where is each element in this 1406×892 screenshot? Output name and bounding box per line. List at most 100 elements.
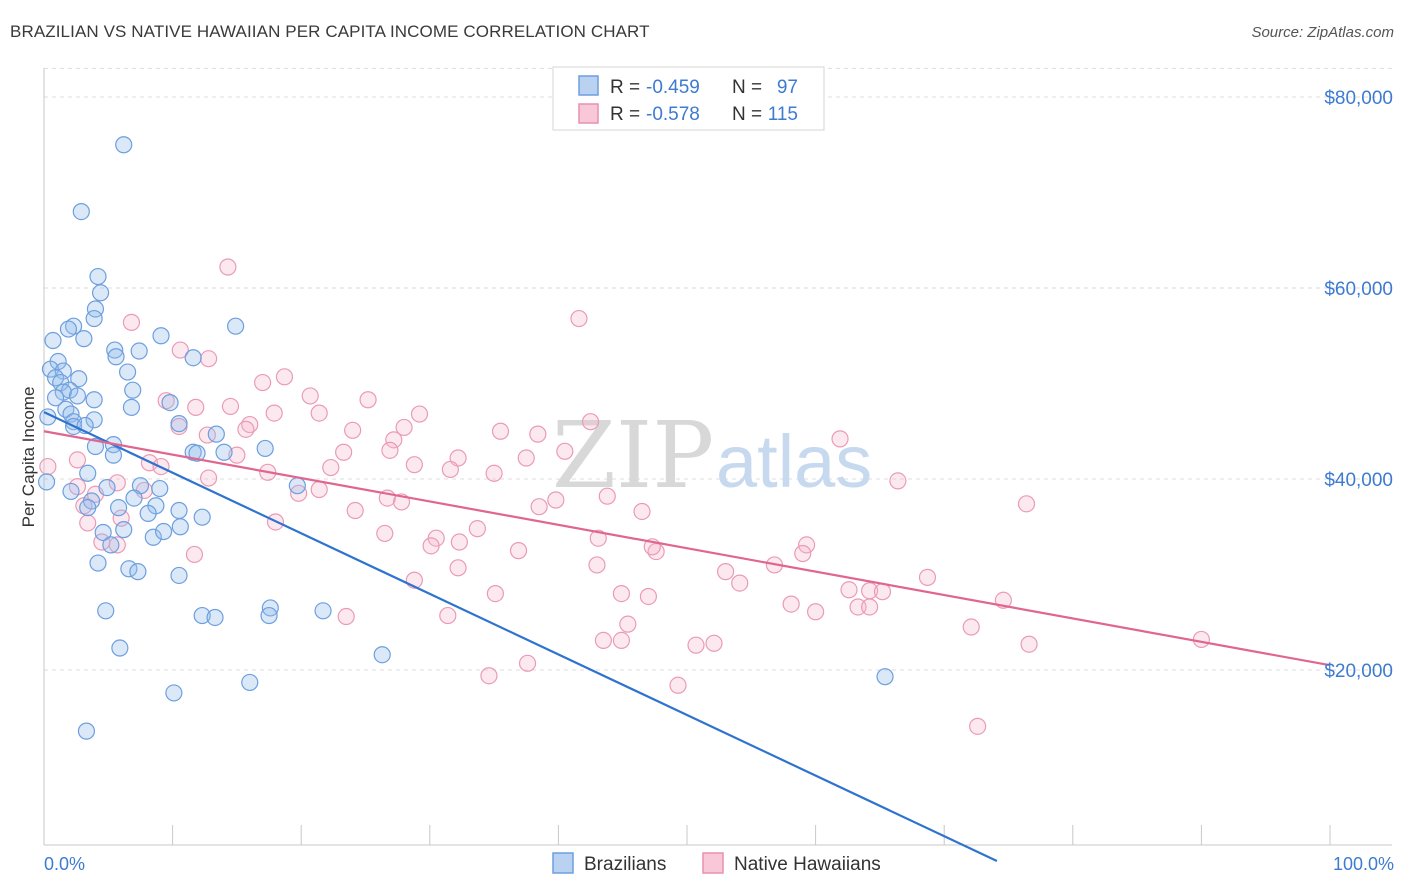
data-point — [108, 536, 126, 554]
data-point — [716, 563, 735, 581]
legend-n-value-1: 97 — [777, 77, 798, 98]
data-point — [376, 524, 394, 543]
data-point — [59, 320, 78, 338]
data-point — [612, 631, 631, 649]
data-point — [79, 514, 97, 532]
data-point — [68, 451, 87, 469]
data-point — [480, 667, 498, 685]
data-point — [969, 717, 987, 735]
data-point — [405, 456, 423, 474]
data-point — [241, 673, 259, 692]
data-point — [130, 342, 148, 360]
data-point — [89, 267, 107, 286]
legend-r-value-2: -0.578 — [646, 104, 700, 125]
data-point — [310, 404, 328, 422]
data-point — [254, 373, 272, 392]
series-points-brazilians — [37, 136, 894, 740]
grid-lines — [44, 67, 1392, 671]
data-point — [381, 441, 399, 459]
data-point — [794, 544, 812, 563]
data-point — [198, 426, 216, 444]
data-point — [184, 349, 202, 367]
data-point — [486, 584, 504, 603]
data-point — [171, 518, 189, 536]
data-point — [598, 487, 616, 505]
data-point — [111, 639, 129, 657]
data-point — [85, 391, 103, 409]
data-point — [188, 444, 206, 462]
data-point — [97, 602, 115, 620]
data-point — [422, 537, 440, 555]
legend-r-value-1: -0.459 — [646, 77, 700, 98]
data-point — [104, 446, 123, 464]
data-point — [669, 676, 687, 694]
legend-n-label-1: N = — [732, 77, 762, 98]
data-point — [57, 400, 75, 418]
data-point — [410, 405, 429, 423]
data-point — [170, 415, 188, 433]
data-point — [782, 595, 800, 613]
series-legend-label-brazilians: Brazilians — [584, 854, 666, 875]
data-point — [310, 480, 328, 499]
legend-n-value-2: 115 — [768, 104, 798, 125]
data-point — [91, 284, 110, 302]
data-point — [468, 520, 486, 538]
data-point — [612, 584, 631, 603]
data-point — [806, 603, 825, 621]
data-point — [118, 363, 137, 381]
data-point — [876, 668, 894, 686]
data-point — [237, 420, 255, 438]
data-point — [517, 449, 535, 467]
data-point — [639, 587, 658, 606]
data-point — [89, 554, 107, 572]
data-point — [797, 536, 816, 554]
chart-title: BRAZILIAN VS NATIVE HAWAIIAN PER CAPITA … — [10, 22, 650, 41]
data-point — [106, 341, 124, 359]
x-tick-label-max: 100.0% — [1333, 854, 1394, 874]
data-point — [385, 431, 403, 449]
data-point — [450, 533, 468, 551]
data-point — [85, 411, 103, 429]
data-point — [359, 391, 377, 409]
data-point — [129, 563, 147, 581]
data-point — [151, 479, 169, 498]
data-point — [491, 422, 510, 440]
data-point — [731, 574, 749, 592]
data-point — [373, 646, 391, 664]
data-point — [86, 437, 105, 456]
data-point — [39, 457, 57, 476]
data-point — [265, 404, 283, 422]
data-point — [125, 489, 143, 507]
data-point — [122, 313, 141, 331]
data-point — [439, 606, 457, 625]
data-point — [108, 474, 126, 492]
watermark-atlas: atlas — [716, 420, 872, 503]
data-point — [122, 398, 141, 416]
data-point — [314, 602, 332, 620]
stats-legend: R = -0.459 N = 97 R = -0.578 N = 115 — [552, 66, 825, 131]
data-point — [485, 464, 503, 482]
data-point — [139, 504, 157, 522]
data-point — [221, 397, 240, 416]
data-point — [288, 477, 306, 495]
y-tick-label-3: $80,000 — [1324, 88, 1393, 109]
data-point — [79, 464, 97, 482]
y-axis-label: Per Capita Income — [19, 387, 38, 528]
data-point — [115, 521, 133, 539]
data-point — [275, 368, 294, 386]
data-point — [187, 398, 205, 416]
data-point — [529, 425, 547, 443]
x-tick-label-min: 0.0% — [44, 854, 85, 874]
source-label: Source: ZipAtlas.com — [1251, 24, 1394, 41]
data-point — [185, 545, 204, 564]
data-point — [41, 360, 60, 378]
data-point — [962, 618, 980, 636]
data-point — [831, 430, 849, 448]
data-point — [589, 529, 607, 547]
data-point — [873, 583, 892, 601]
data-point — [98, 478, 116, 497]
data-point — [228, 446, 246, 464]
legend-n-label-2: N = — [732, 104, 762, 125]
series-legend: Brazilians Native Hawaiians — [552, 852, 881, 875]
